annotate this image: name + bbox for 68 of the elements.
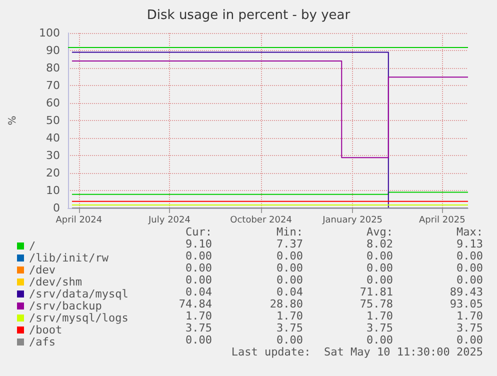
y-tick-label: 90 bbox=[46, 44, 60, 57]
x-tick-label: July 2024 bbox=[148, 216, 191, 226]
legend-label: /afs bbox=[29, 336, 56, 348]
text: 0.00 bbox=[276, 334, 303, 346]
y-tick-label: 10 bbox=[46, 184, 60, 197]
legend-label: /srv/backup bbox=[29, 300, 102, 312]
text: 9.13 bbox=[456, 238, 483, 250]
legend-label: /lib/init/rw bbox=[29, 252, 109, 264]
chart-title: Disk usage in percent - by year bbox=[146, 8, 351, 23]
text: 0.00 bbox=[456, 250, 483, 262]
text: 7.37 bbox=[276, 238, 303, 250]
text: 0.04 bbox=[276, 286, 304, 298]
text: 0.00 bbox=[456, 274, 483, 286]
x-tick-label: October 2024 bbox=[230, 216, 292, 226]
text: 9.10 bbox=[186, 238, 212, 250]
y-tick-label: 20 bbox=[46, 166, 60, 180]
text: 71.81 bbox=[360, 286, 393, 298]
text: Max: bbox=[456, 226, 483, 238]
text: 75.78 bbox=[360, 298, 393, 310]
legend-label: /boot bbox=[29, 324, 62, 336]
text: 0.00 bbox=[366, 334, 393, 346]
text: 0.00 bbox=[456, 262, 483, 274]
text: Avg: bbox=[366, 226, 393, 238]
text: 0.00 bbox=[276, 262, 303, 274]
legend-label: / bbox=[29, 240, 36, 252]
text: Last update: Sat May 10 11:30:00 2025 bbox=[231, 346, 483, 358]
text: 0.00 bbox=[276, 250, 303, 262]
text: 3.75 bbox=[186, 322, 212, 334]
x-tick-label: April 2025 bbox=[418, 216, 466, 226]
text: 8.02 bbox=[366, 238, 393, 250]
text: 0.04 bbox=[186, 286, 212, 298]
y-tick-label: 30 bbox=[46, 149, 60, 162]
y-tick-label: 70 bbox=[46, 79, 60, 92]
text: 3.75 bbox=[366, 322, 393, 334]
legend-label: /srv/mysql/logs bbox=[29, 312, 128, 324]
text: Cur: bbox=[186, 226, 212, 238]
text: 0.00 bbox=[366, 262, 393, 274]
text: 89.43 bbox=[450, 286, 483, 298]
legend-label: /dev bbox=[29, 264, 56, 276]
text: 0.00 bbox=[186, 334, 212, 346]
text: 1.70 bbox=[276, 310, 303, 322]
x-tick-label: January 2025 bbox=[322, 216, 383, 226]
text: 0.00 bbox=[186, 262, 212, 274]
text: 0.00 bbox=[276, 274, 303, 286]
x-tick-label: April 2024 bbox=[56, 216, 102, 226]
text: 0.00 bbox=[186, 274, 212, 286]
text: 0.00 bbox=[366, 250, 393, 262]
text: 74.84 bbox=[178, 298, 212, 310]
text: 1.70 bbox=[366, 310, 393, 322]
text: 3.75 bbox=[276, 322, 303, 334]
text: 93.05 bbox=[450, 298, 483, 310]
legend-label: /srv/data/mysql bbox=[29, 288, 128, 300]
text: 0.00 bbox=[366, 274, 393, 286]
y-tick-label: 0 bbox=[53, 202, 60, 214]
y-tick-label: 100 bbox=[39, 26, 60, 40]
text: 0.00 bbox=[456, 334, 483, 346]
text: 0.00 bbox=[186, 250, 212, 262]
y-tick-label: 80 bbox=[46, 62, 60, 74]
text: Min: bbox=[276, 226, 303, 238]
text: 28.80 bbox=[270, 298, 303, 310]
text: 1.70 bbox=[186, 310, 212, 322]
y-tick-label: 40 bbox=[46, 132, 60, 144]
text: 1.70 bbox=[456, 310, 483, 322]
y-axis-title: % bbox=[8, 116, 18, 126]
y-tick-label: 60 bbox=[46, 96, 60, 110]
text: 3.75 bbox=[456, 322, 483, 334]
legend-label: /dev/shm bbox=[29, 276, 82, 288]
y-tick-label: 50 bbox=[46, 114, 60, 127]
